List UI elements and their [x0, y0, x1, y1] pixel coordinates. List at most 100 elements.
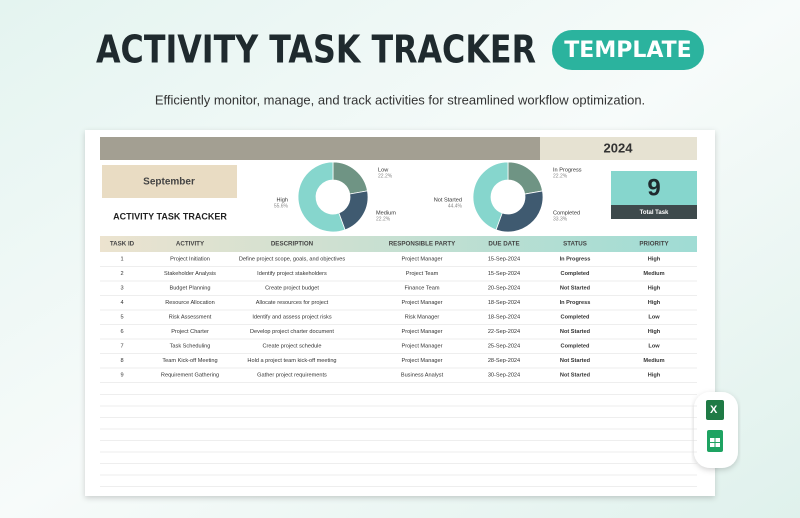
table-cell: Define project scope, goals, and objecti…	[239, 257, 346, 263]
donut-segment	[472, 161, 509, 231]
donut-segment	[297, 161, 346, 233]
table-cell: Identify project stakeholders	[257, 271, 327, 277]
table-cell: High	[648, 329, 661, 335]
table-cell: 15-Sep-2024	[488, 271, 520, 277]
badge	[552, 30, 704, 70]
excel-icon: X	[694, 392, 738, 468]
table-cell: 22-Sep-2024	[488, 329, 520, 335]
month: September	[143, 177, 195, 188]
table-cell: Create project schedule	[262, 344, 321, 350]
table-cell: 18-Sep-2024	[488, 300, 520, 306]
table-cell: Low	[648, 344, 660, 350]
column-header: DESCRIPTION	[271, 241, 314, 248]
table-cell: Budget Planning	[169, 286, 210, 292]
table-cell: High	[648, 373, 661, 379]
table-cell: High	[648, 286, 661, 292]
table-cell: 1	[120, 257, 123, 263]
subtitle: Efficiently monitor, manage, and track a…	[155, 92, 645, 107]
segment-label: Not Started	[434, 197, 462, 203]
table-cell: 8	[120, 358, 123, 364]
segment-label: Low	[378, 167, 389, 173]
segment-label: In Progress	[553, 167, 582, 173]
table-cell: Project Manager	[401, 344, 442, 350]
sheet-title: ACTIVITY TASK TRACKER	[113, 211, 227, 221]
table-cell: 18-Sep-2024	[488, 315, 520, 321]
table-cell: Project Team	[406, 271, 439, 277]
table-cell: 25-Sep-2024	[488, 344, 520, 350]
table-cell: Project Manager	[401, 358, 442, 364]
table-cell: Medium	[643, 271, 664, 277]
table-cell: Task Scheduling	[170, 344, 211, 350]
page-title: ACTIVITY TASK TRACKER	[96, 28, 536, 72]
month-box	[102, 165, 237, 198]
table-cell: Develop project charter document	[250, 329, 334, 335]
table-cell: In Progress	[560, 257, 591, 263]
segment-label: Medium	[376, 210, 396, 216]
table-cell: 3	[120, 286, 123, 292]
table-cell: Not Started	[560, 329, 591, 335]
table-cell: 7	[120, 344, 123, 350]
table-cell: Gather project requirements	[257, 373, 327, 379]
table-cell: 20-Sep-2024	[488, 286, 520, 292]
table-cell: Completed	[561, 315, 590, 321]
total-box	[611, 171, 697, 205]
table-cell: 2	[120, 271, 123, 277]
table-cell: Project Manager	[401, 300, 442, 306]
table-cell: Allocate resources for project	[256, 300, 329, 306]
segment-value: 22.2%	[376, 216, 391, 222]
table-cell: Medium	[643, 358, 664, 364]
year-box	[540, 137, 697, 160]
total-label-box	[611, 205, 697, 219]
table-cell: 28-Sep-2024	[488, 358, 520, 364]
table-cell: Project Charter	[171, 329, 209, 335]
table-cell: 5	[120, 315, 123, 321]
table-cell: Low	[648, 315, 660, 321]
badge-text: TEMPLATE	[564, 38, 691, 63]
table-cell: High	[648, 300, 661, 306]
segment-label: High	[276, 197, 288, 203]
column-header: TASK ID	[110, 241, 135, 248]
column-header: RESPONSIBLE PARTY	[389, 241, 456, 248]
svg-text:X: X	[710, 404, 718, 416]
table-cell: Team Kick-off Meeting	[162, 358, 217, 364]
table-cell: 30-Sep-2024	[488, 373, 520, 379]
table-cell: Resource Allocation	[165, 300, 214, 306]
table-cell: High	[648, 257, 661, 263]
column-header: DUE DATE	[488, 241, 519, 248]
segment-value: 33.3%	[553, 216, 568, 222]
title-bar	[100, 137, 540, 160]
table-cell: Not Started	[560, 373, 591, 379]
table-cell: In Progress	[560, 300, 591, 306]
table-cell: Not Started	[560, 286, 591, 292]
column-header: ACTIVITY	[176, 241, 205, 248]
table-cell: Project Initiation	[170, 257, 210, 263]
table-cell: Hold a project team kick-off meeting	[247, 358, 336, 364]
segment-value: 55.6%	[274, 203, 289, 209]
column-header: PRIORITY	[639, 241, 669, 248]
table-cell: Project Manager	[401, 257, 442, 263]
table-cell: Finance Team	[404, 286, 439, 292]
table-header	[100, 236, 697, 252]
segment-label: Completed	[553, 210, 580, 216]
table-cell: Risk Manager	[405, 315, 440, 321]
table-cell: Risk Assessment	[169, 315, 212, 321]
table-cell: Completed	[561, 344, 590, 350]
segment-value: 22.2%	[553, 173, 568, 179]
table-cell: Completed	[561, 271, 590, 277]
table-cell: 9	[120, 373, 123, 379]
table-cell: Create project budget	[265, 286, 319, 292]
table-cell: 15-Sep-2024	[488, 257, 520, 263]
total-label: Total Task	[640, 210, 669, 216]
table-cell: 6	[120, 329, 123, 335]
table-cell: Project Manager	[401, 329, 442, 335]
segment-value: 22.2%	[378, 173, 393, 179]
year: 2024	[604, 140, 634, 155]
column-header: STATUS	[563, 241, 587, 248]
table-cell: Not Started	[560, 358, 591, 364]
total: 9	[647, 174, 660, 201]
table-cell: 4	[120, 300, 123, 306]
table-cell: Business Analyst	[401, 373, 444, 379]
segment-value: 44.4%	[448, 203, 463, 209]
table-cell: Identify and assess project risks	[252, 315, 331, 321]
